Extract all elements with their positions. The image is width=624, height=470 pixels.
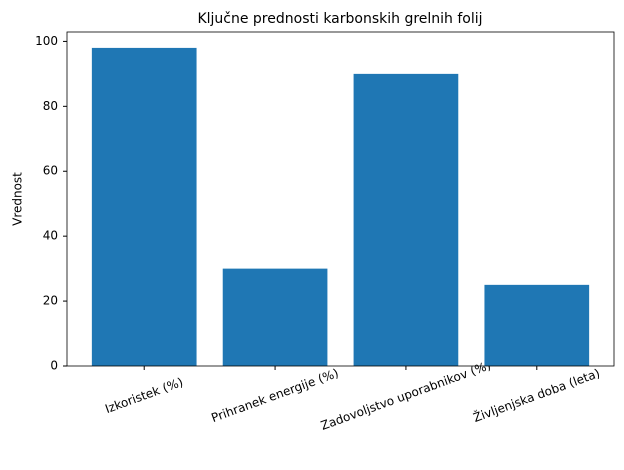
bar [484, 284, 590, 366]
bar [91, 47, 197, 367]
plot-frame [66, 31, 615, 367]
y-tick-label: 40 [43, 229, 58, 243]
x-tick-label: Prihranek energije (%) [209, 366, 340, 425]
chart-title: Ključne prednosti karbonskih grelnih fol… [197, 11, 482, 27]
bar [222, 268, 328, 366]
y-tick-label: 20 [43, 294, 58, 308]
y-tick-label: 80 [43, 99, 58, 113]
y-tick-label: 60 [43, 164, 58, 178]
y-tick-label: 100 [35, 34, 58, 48]
bar [353, 73, 459, 367]
y-axis-label: Vrednost [11, 172, 25, 226]
y-tick-label: 0 [50, 359, 58, 373]
x-tick-label: Življenjska doba (leta) [471, 365, 602, 425]
x-tick-label: Izkoristek (%) [103, 375, 185, 416]
